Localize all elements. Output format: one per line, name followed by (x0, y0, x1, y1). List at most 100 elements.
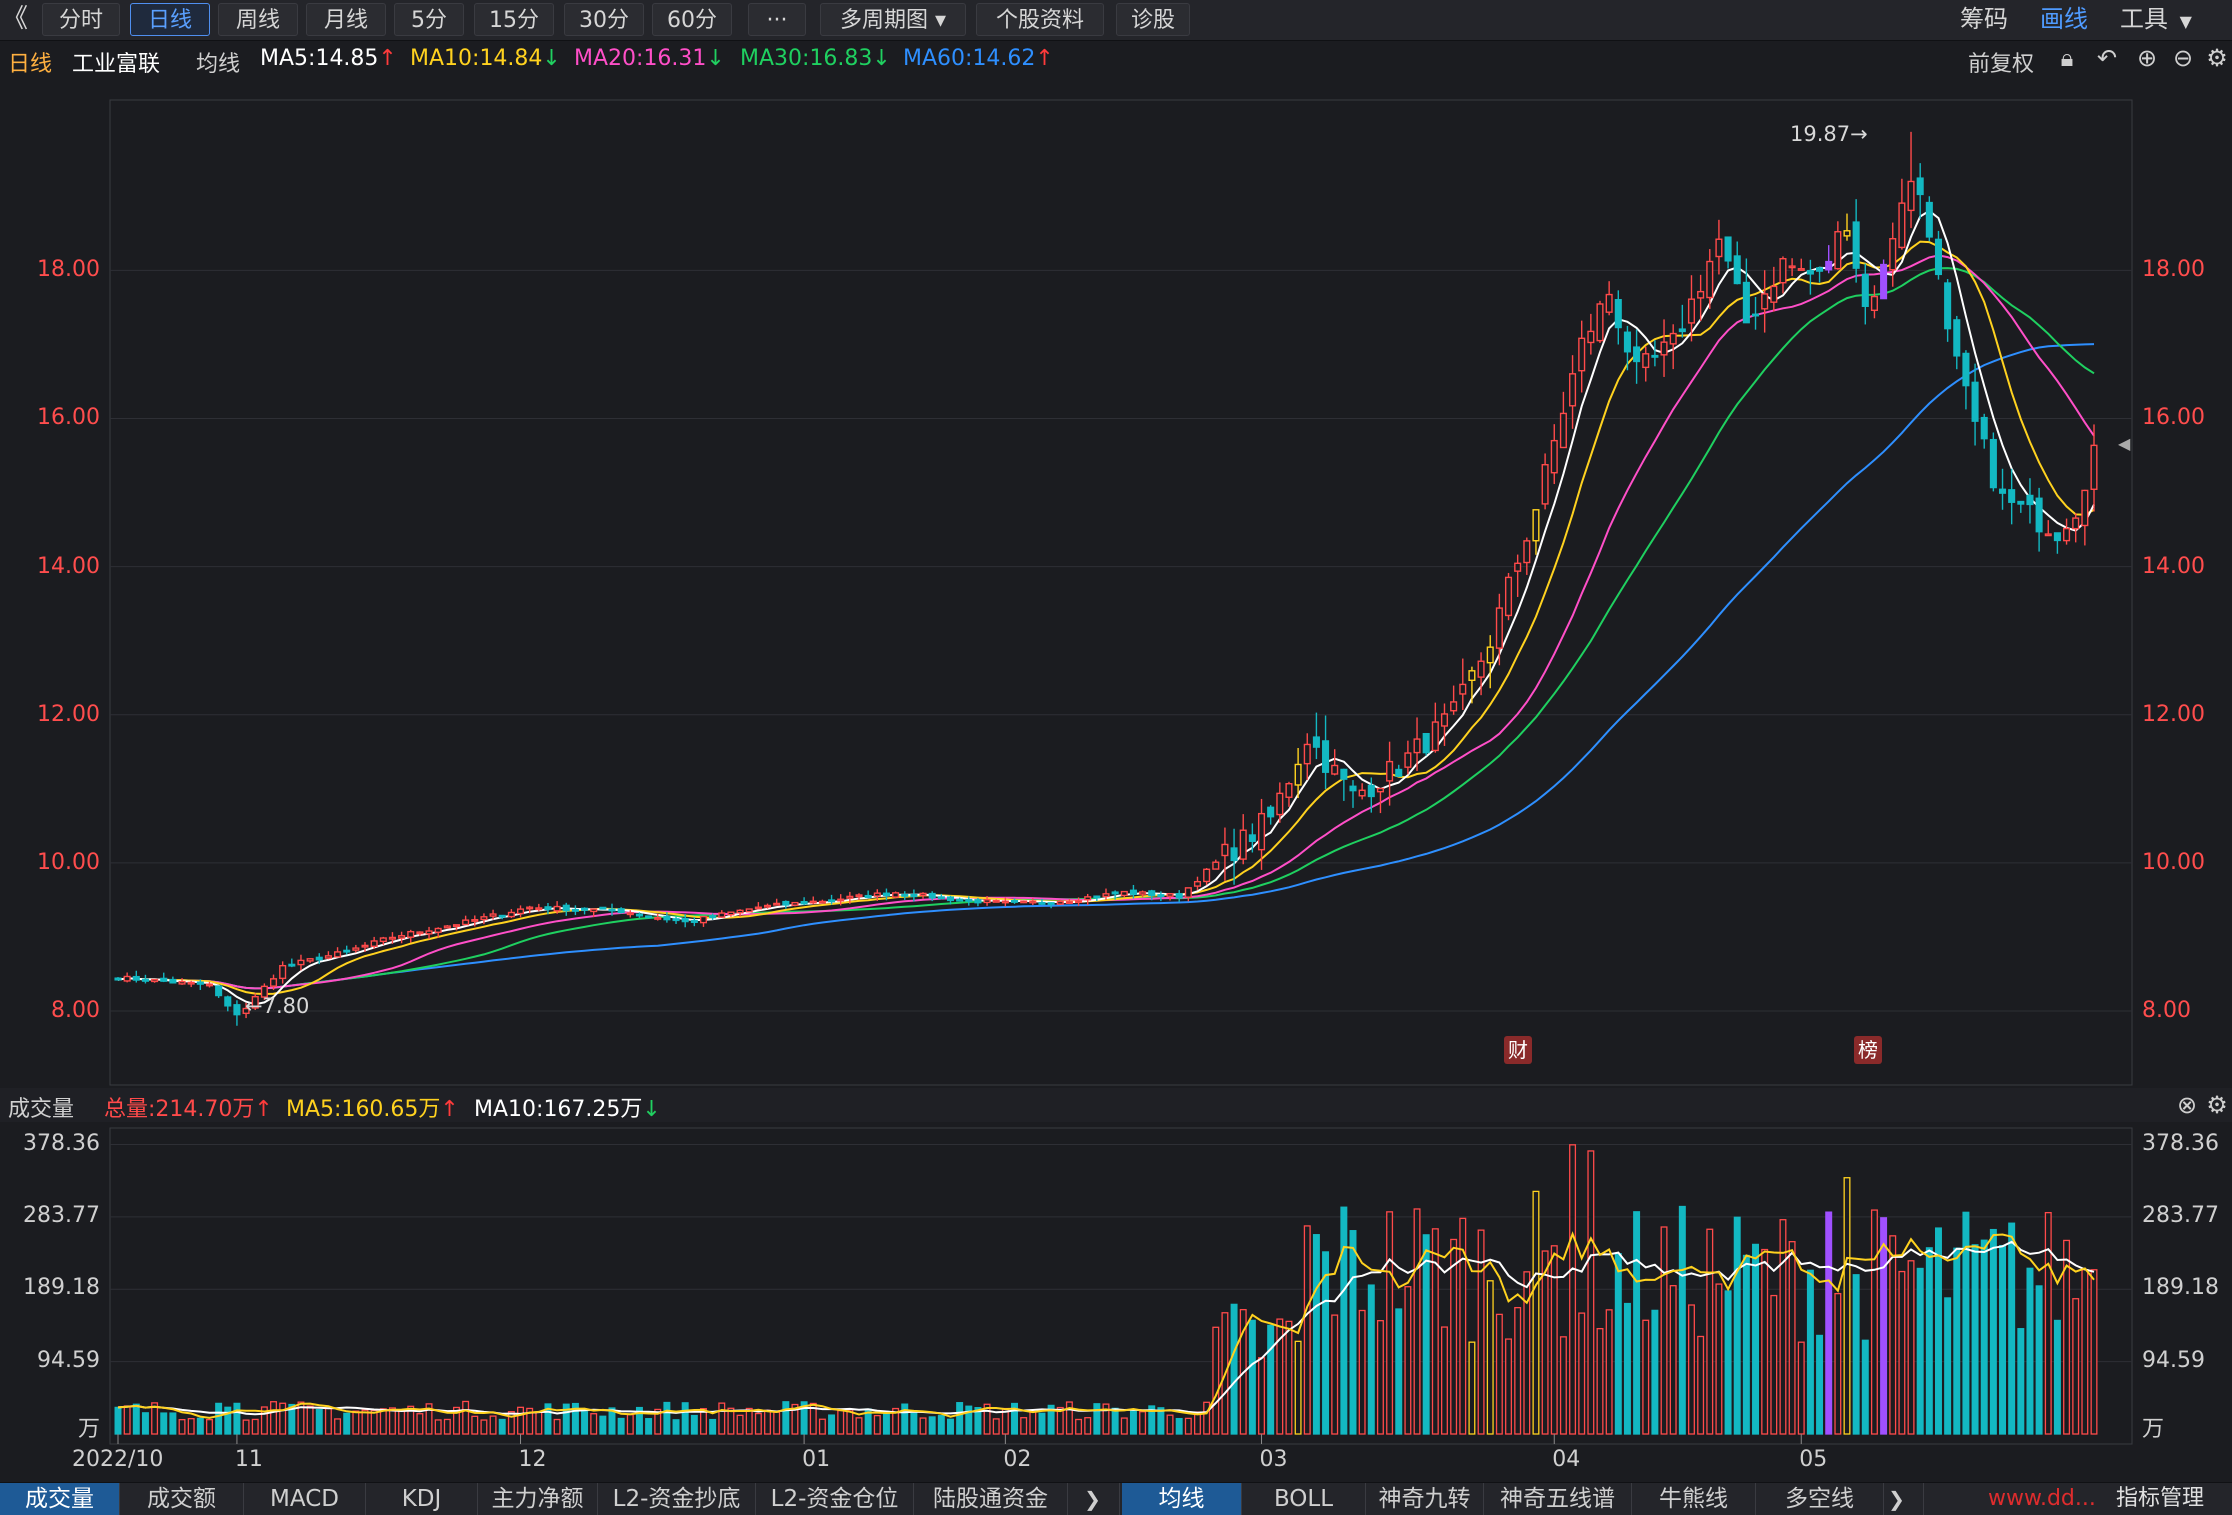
candle-body[interactable] (864, 894, 872, 899)
candle-body[interactable] (1614, 299, 1622, 329)
tab-scroll-right-2[interactable]: ❯ (1870, 1483, 1924, 1515)
tab-1[interactable]: 日线 (130, 3, 210, 36)
candle-body[interactable] (2008, 489, 2016, 503)
candle-body[interactable] (233, 1004, 241, 1016)
volume-bar[interactable] (1834, 1292, 1842, 1435)
volume-bar[interactable] (910, 1412, 918, 1435)
candle-body[interactable] (1495, 607, 1503, 649)
candle-body[interactable] (791, 901, 799, 906)
candle-body[interactable] (2035, 497, 2043, 533)
candle-body[interactable] (1148, 890, 1156, 897)
volume-bar[interactable] (1761, 1248, 1769, 1435)
candle-body[interactable] (992, 899, 1000, 903)
candle-body[interactable] (1953, 319, 1961, 357)
volume-bar[interactable] (517, 1406, 525, 1435)
volume-bar[interactable] (270, 1401, 278, 1435)
volume-bar[interactable] (1294, 1340, 1302, 1435)
candle-body[interactable] (873, 892, 881, 897)
candle-body[interactable] (892, 892, 900, 898)
candle-body[interactable] (1340, 768, 1348, 780)
volume-bar[interactable] (1925, 1247, 1933, 1435)
candle-body[interactable] (654, 916, 662, 920)
tab-8[interactable]: ··· (748, 3, 806, 36)
volume-bar[interactable] (160, 1412, 168, 1435)
candle-body[interactable] (1322, 740, 1330, 773)
volume-bar[interactable] (672, 1419, 680, 1435)
volume-bar[interactable] (1276, 1318, 1284, 1435)
bottom-tab-0[interactable]: 成交量 (0, 1483, 120, 1515)
candle-body[interactable] (425, 930, 433, 935)
volume-bar[interactable] (773, 1411, 781, 1435)
volume-bar[interactable] (2063, 1239, 2071, 1435)
candle-body[interactable] (334, 951, 342, 958)
candle-body[interactable] (324, 955, 332, 959)
candle-body[interactable] (260, 985, 268, 998)
volume-bar[interactable] (1248, 1319, 1256, 1435)
volume-bar[interactable] (260, 1406, 268, 1435)
volume-bar[interactable] (1075, 1418, 1083, 1435)
volume-bar[interactable] (1816, 1334, 1824, 1435)
candle-body[interactable] (681, 917, 689, 923)
candle-body[interactable] (1623, 331, 1631, 353)
volume-bar[interactable] (663, 1401, 671, 1435)
volume-bar[interactable] (535, 1411, 543, 1435)
volume-bar[interactable] (2072, 1298, 2080, 1435)
volume-bar[interactable] (196, 1417, 204, 1435)
volume-bar[interactable] (151, 1402, 159, 1435)
draw-line-button[interactable]: 画线 (2040, 5, 2088, 33)
volume-bar[interactable] (974, 1407, 982, 1435)
volume-bar[interactable] (1203, 1401, 1211, 1435)
candle-body[interactable] (2017, 500, 2025, 505)
candle-body[interactable] (1514, 562, 1522, 572)
candle-body[interactable] (1166, 893, 1174, 897)
candle-body[interactable] (1230, 847, 1238, 862)
volume-bar[interactable] (956, 1402, 964, 1435)
volume-bar[interactable] (1660, 1226, 1668, 1435)
volume-bar[interactable] (2026, 1267, 2034, 1435)
bottom-tab-3[interactable]: KDJ (366, 1483, 478, 1515)
candle-body[interactable] (1504, 576, 1513, 617)
volume-bar[interactable] (1724, 1290, 1732, 1435)
candle-body[interactable] (1102, 893, 1110, 898)
candle-body[interactable] (1450, 701, 1458, 712)
volume-bar[interactable] (635, 1406, 643, 1435)
candle-body[interactable] (1376, 787, 1384, 793)
volume-bar[interactable] (1120, 1417, 1128, 1435)
volume-bar[interactable] (324, 1407, 332, 1435)
tab-5[interactable]: 15分 (474, 3, 554, 36)
candle-body[interactable] (736, 909, 744, 914)
volume-bar[interactable] (1157, 1407, 1165, 1435)
volume-bar[interactable] (1175, 1417, 1183, 1435)
tab-scroll-right[interactable]: ❯ (1066, 1483, 1120, 1515)
volume-bar[interactable] (1148, 1405, 1156, 1435)
candle-body[interactable] (1889, 238, 1897, 271)
volume-bar[interactable] (599, 1415, 607, 1435)
candle-body[interactable] (196, 981, 204, 985)
volume-bar[interactable] (507, 1411, 515, 1435)
candle-body[interactable] (1157, 894, 1165, 897)
volume-bar[interactable] (617, 1417, 625, 1435)
volume-bar[interactable] (315, 1408, 323, 1435)
candle-body[interactable] (1642, 353, 1650, 369)
volume-bar[interactable] (1404, 1286, 1412, 1435)
volume-bar[interactable] (553, 1418, 561, 1435)
candle-body[interactable] (1029, 900, 1037, 904)
volume-bar[interactable] (1687, 1304, 1695, 1435)
candle-body[interactable] (1998, 488, 2007, 494)
tab-9[interactable]: 多周期图 ▾ (820, 3, 966, 36)
volume-bar[interactable] (1395, 1308, 1403, 1435)
settings-icon[interactable]: ⚙ (2206, 44, 2228, 72)
candle-body[interactable] (1587, 330, 1595, 344)
volume-bar[interactable] (699, 1408, 707, 1435)
bottom-tab-6[interactable]: L2-资金仓位 (756, 1483, 914, 1515)
volume-bar[interactable] (1431, 1228, 1439, 1435)
candle-body[interactable] (1980, 416, 1988, 440)
zoom-out-icon[interactable]: ⊖ (2172, 44, 2194, 72)
volume-bar[interactable] (1596, 1328, 1604, 1435)
candle-body[interactable] (1633, 346, 1641, 363)
candle-body[interactable] (599, 906, 607, 910)
volume-bar[interactable] (1770, 1294, 1778, 1435)
volume-bar[interactable] (1376, 1320, 1384, 1435)
candle-body[interactable] (1175, 893, 1183, 899)
candle-body[interactable] (306, 958, 314, 962)
